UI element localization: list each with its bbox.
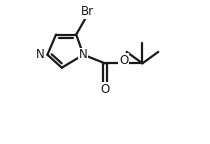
Text: O: O (119, 54, 128, 67)
Text: O: O (100, 83, 110, 96)
Text: N: N (36, 48, 45, 61)
Text: N: N (79, 48, 88, 61)
Text: Br: Br (81, 5, 94, 18)
